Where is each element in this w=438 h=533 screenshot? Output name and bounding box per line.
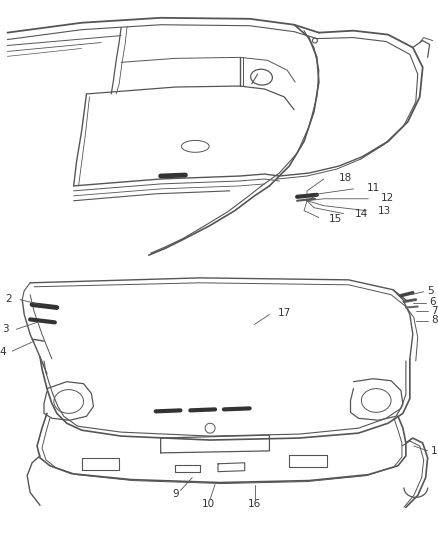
Text: 12: 12 bbox=[381, 193, 394, 203]
Text: 15: 15 bbox=[329, 214, 342, 223]
Text: 5: 5 bbox=[427, 286, 434, 296]
Text: 14: 14 bbox=[354, 208, 368, 219]
Text: 16: 16 bbox=[248, 499, 261, 510]
Text: 1: 1 bbox=[431, 446, 437, 456]
Text: 6: 6 bbox=[430, 296, 436, 306]
Text: 17: 17 bbox=[277, 309, 290, 319]
Text: 18: 18 bbox=[339, 173, 352, 183]
Text: 13: 13 bbox=[378, 206, 392, 216]
Text: 9: 9 bbox=[172, 489, 179, 499]
Text: 10: 10 bbox=[201, 499, 215, 510]
Text: 7: 7 bbox=[431, 305, 438, 316]
Text: 2: 2 bbox=[6, 294, 12, 304]
Text: 4: 4 bbox=[0, 347, 7, 357]
Text: 11: 11 bbox=[366, 183, 380, 193]
Text: 3: 3 bbox=[2, 324, 8, 334]
Text: 8: 8 bbox=[431, 316, 438, 325]
